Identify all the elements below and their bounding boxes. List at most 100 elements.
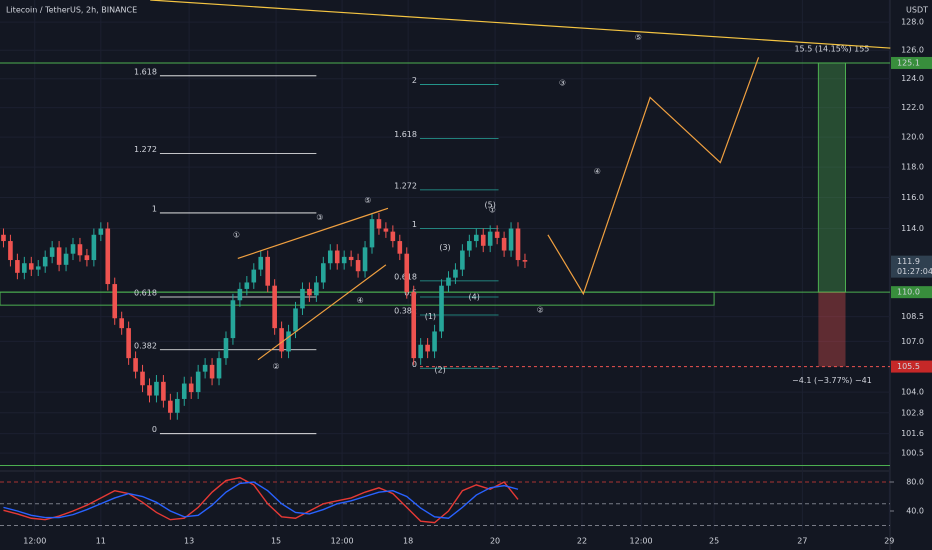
candle-body	[112, 284, 118, 319]
candle-body	[42, 256, 48, 267]
trend-line	[150, 0, 891, 49]
fib-label: 0.382	[134, 341, 157, 350]
x-tick-label: 20	[490, 537, 500, 546]
x-tick-label: 18	[403, 537, 413, 546]
trend-line	[257, 264, 387, 361]
y-tick-label: 128.0	[901, 18, 924, 27]
candle-body	[216, 358, 222, 379]
fib-label: 0.5	[404, 289, 417, 298]
candle-body	[223, 338, 229, 359]
x-tick-label: 15	[271, 537, 281, 546]
trend-line	[547, 57, 760, 296]
candle-body	[515, 228, 521, 261]
wave-label: ①	[233, 230, 240, 239]
wave-label: (2)	[434, 365, 445, 374]
y-tick-label: 101.6	[901, 429, 924, 438]
candle-body	[56, 247, 62, 265]
candle-body	[77, 244, 83, 256]
price-tag-label: 111.9	[897, 257, 920, 266]
fib-label: 1.272	[394, 181, 417, 190]
candle-body	[133, 358, 138, 372]
x-tick-label: 11	[96, 537, 106, 546]
candle-body	[473, 234, 479, 242]
x-tick-label: 22	[577, 537, 587, 546]
candle-body	[8, 241, 13, 261]
candle-body	[446, 277, 451, 286]
candle-body	[307, 288, 312, 296]
candle-body	[181, 383, 187, 399]
candle-body	[369, 219, 375, 248]
wave-label: ⑤	[364, 196, 371, 205]
y-tick-label: 107.0	[901, 337, 924, 346]
candle-body	[154, 381, 159, 396]
candle-body	[348, 256, 354, 261]
fib-label: 1.618	[394, 130, 417, 139]
candle-body	[202, 364, 208, 372]
x-tick-label: 12:00	[630, 537, 653, 546]
candle-body	[439, 285, 444, 332]
y-tick-label: 124.0	[901, 74, 924, 83]
candle-body	[49, 247, 55, 257]
candle-body	[362, 247, 368, 272]
target-label: 15.5 (14.15%) 155	[794, 44, 869, 53]
candle-body	[383, 228, 389, 232]
fib-label: 1.272	[134, 145, 157, 154]
price-tag-label: 125.1	[897, 58, 920, 67]
candle-body	[334, 250, 340, 264]
fib-label: 0.618	[134, 289, 157, 298]
candle-body	[376, 219, 382, 229]
wave-label: ②	[272, 362, 279, 371]
y-tick-label: 102.8	[901, 408, 924, 417]
stop-zone	[818, 292, 846, 367]
x-tick-label: 29	[884, 537, 894, 546]
price-tag-label: 110.0	[897, 288, 920, 297]
candle-body	[453, 269, 458, 278]
candle-body	[237, 288, 243, 301]
y-tick-label: 114.0	[901, 224, 924, 233]
candle-body	[251, 269, 257, 283]
wave-label: (5)	[485, 201, 496, 210]
price-tag	[891, 360, 932, 373]
candle-body	[188, 383, 194, 393]
price-tag-sub: 01:27:04	[897, 267, 932, 276]
candle-body	[279, 328, 284, 352]
candle-body	[480, 234, 486, 246]
indicator-tick-label: 80.0	[906, 478, 924, 487]
candle-body	[161, 381, 166, 401]
x-tick-label: 13	[184, 537, 194, 546]
price-tag-label: 105.5	[897, 362, 920, 371]
candle-body	[411, 292, 417, 359]
candle-body	[286, 331, 291, 352]
candle-body	[28, 263, 34, 270]
wave-label: ②	[537, 306, 544, 315]
y-tick-label: 120.0	[901, 133, 924, 142]
candle-body	[175, 398, 180, 413]
candle-body	[91, 234, 97, 261]
candle-body	[404, 253, 410, 293]
candle-body	[195, 371, 201, 393]
candle-body	[22, 263, 27, 273]
candle-body	[467, 241, 472, 251]
chart-title: Litecoin / TetherUS, 2h, BINANCE	[6, 6, 137, 15]
target-zone	[817, 62, 846, 293]
indicator-line	[3, 481, 519, 519]
wave-label: ③	[316, 213, 323, 222]
x-tick-label: 12:00	[23, 537, 46, 546]
y-tick-label: 100.5	[901, 449, 924, 458]
wave-label: (4)	[469, 293, 480, 302]
candle-body	[70, 244, 76, 254]
y-tick-label: 126.0	[901, 46, 924, 55]
candle-body	[460, 250, 465, 270]
candle-body	[265, 256, 270, 286]
fib-label: 1.618	[134, 67, 157, 76]
y-tick-label: 116.0	[901, 193, 924, 202]
candle-body	[63, 253, 69, 265]
candle-body	[321, 263, 326, 283]
wave-label: ①	[489, 205, 496, 214]
candle-body	[35, 266, 41, 270]
candle-body	[168, 400, 173, 413]
candle-body	[432, 331, 437, 352]
wave-label: ⑤	[635, 33, 642, 42]
